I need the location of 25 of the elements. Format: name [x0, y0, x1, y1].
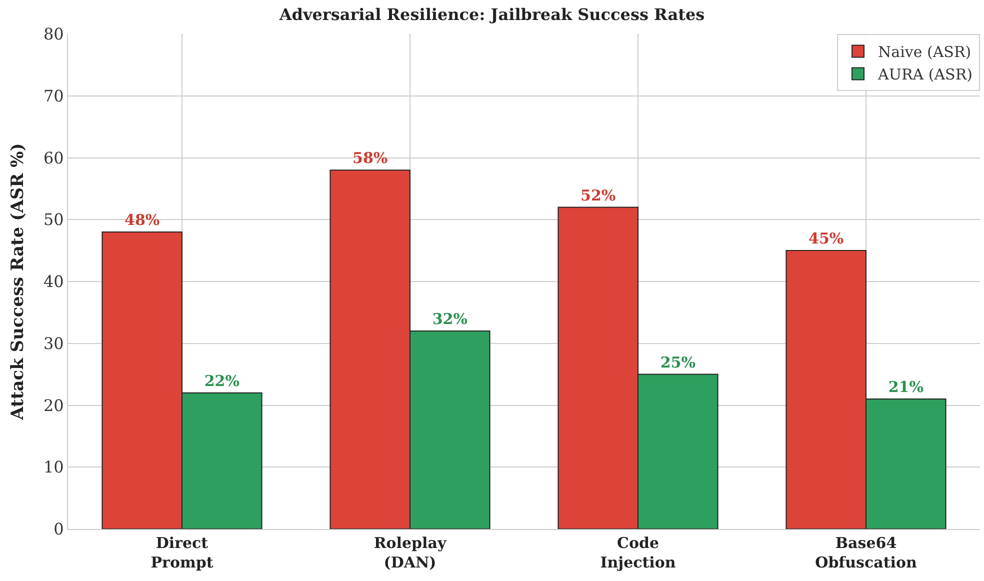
y-tick-label: 70: [43, 86, 64, 106]
x-tick-label: Direct Prompt: [150, 534, 214, 572]
y-tick-label: 80: [43, 24, 64, 44]
data-label: 58%: [352, 149, 388, 168]
y-tick-label: 40: [43, 272, 64, 292]
y-tick-label: 0: [54, 520, 64, 539]
x-tick-label: Roleplay (DAN): [374, 534, 448, 572]
data-label: 48%: [124, 211, 160, 229]
data-label: 25%: [660, 353, 696, 372]
y-tick-label: 50: [43, 210, 64, 230]
data-label: 45%: [808, 230, 844, 248]
y-tick-label: 60: [43, 148, 64, 168]
legend-label: Naive (ASR): [878, 43, 972, 62]
data-label: 22%: [204, 372, 240, 390]
chart-title: Adversarial Resilience: Jailbreak Success Rates: [278, 4, 705, 24]
x-tick-label: Code Injection: [600, 534, 676, 572]
y-axis-title: Attack Success Rate (ASR %): [8, 143, 28, 421]
data-label: 21%: [888, 378, 924, 396]
y-tick-label: 30: [43, 334, 64, 353]
x-tick-label: Base64 Obfuscation: [815, 534, 917, 572]
legend-label: AURA (ASR): [877, 66, 972, 84]
data-label: 32%: [432, 310, 468, 328]
y-tick-label: 20: [43, 396, 64, 415]
data-label: 52%: [580, 186, 616, 204]
y-tick-label: 10: [43, 458, 64, 477]
